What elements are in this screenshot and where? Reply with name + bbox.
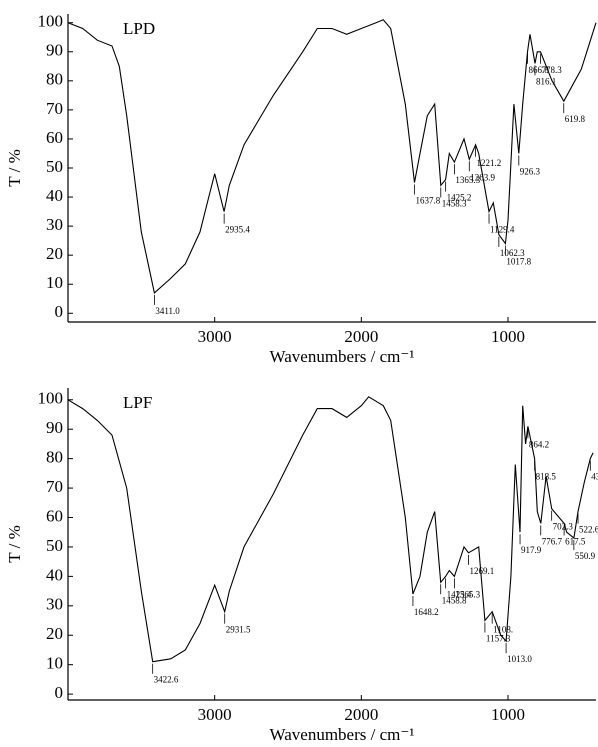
y-tick-label: 20 xyxy=(46,244,63,263)
peak-label: 866.8 xyxy=(529,65,550,75)
peak-label: 3422.6 xyxy=(154,675,179,685)
spectrum-line xyxy=(67,396,594,663)
y-tick-label: 0 xyxy=(55,302,64,321)
peak-label: 617.5 xyxy=(565,536,586,546)
peak-label: 2931.5 xyxy=(226,625,251,635)
y-axis-label: T / % xyxy=(5,149,24,186)
x-tick-label: 3000 xyxy=(198,327,232,346)
panel-title: LPD xyxy=(123,19,155,38)
peak-label: 1365.3 xyxy=(455,175,480,185)
peak-label: 1425.2 xyxy=(447,193,472,203)
peak-label: 1221.2 xyxy=(477,158,502,168)
peak-label: 1062.3 xyxy=(500,248,525,258)
peak-label: 1458.8 xyxy=(442,595,467,605)
y-tick-label: 100 xyxy=(38,12,64,31)
peak-label: 1017.8 xyxy=(506,257,531,267)
peak-label: 917.9 xyxy=(521,545,542,555)
peak-label: 702.3 xyxy=(553,522,574,532)
x-axis-label: Wavenumbers / cm⁻¹ xyxy=(270,347,415,366)
y-tick-label: 20 xyxy=(46,624,63,643)
panel-title: LPF xyxy=(123,393,152,412)
peak-label: 619.8 xyxy=(565,114,586,124)
peak-label: 1108. xyxy=(493,625,513,635)
peak-label: 550.9 xyxy=(575,551,596,561)
y-tick-label: 60 xyxy=(46,128,63,147)
peak-label: 2935.4 xyxy=(225,225,250,235)
peak-label: 1637.8 xyxy=(415,196,440,206)
x-axis-label: Wavenumbers / cm⁻¹ xyxy=(270,725,415,742)
y-tick-label: 10 xyxy=(46,273,63,292)
y-tick-label: 50 xyxy=(46,536,63,555)
y-tick-label: 60 xyxy=(46,506,63,525)
peak-label: 864.2 xyxy=(529,439,549,449)
y-tick-label: 90 xyxy=(46,41,63,60)
x-tick-label: 2000 xyxy=(344,705,378,724)
y-tick-label: 70 xyxy=(46,477,63,496)
peak-label: 522.6 xyxy=(579,525,598,535)
y-tick-label: 90 xyxy=(46,418,63,437)
peak-label: 438.8 xyxy=(591,472,598,482)
y-tick-label: 80 xyxy=(46,448,63,467)
peak-label: 1013.0 xyxy=(507,654,532,664)
x-tick-label: 3000 xyxy=(198,705,232,724)
spectrum-line xyxy=(67,19,597,294)
peak-label: 1269.1 xyxy=(470,566,495,576)
peak-label: 3411.0 xyxy=(155,306,180,316)
peak-label: 776.7 xyxy=(542,536,563,546)
y-tick-label: 70 xyxy=(46,99,63,118)
peak-label: 1425.4 xyxy=(447,589,472,599)
peak-label: 1648.2 xyxy=(414,607,439,617)
peak-label: 1458.3 xyxy=(442,198,467,208)
y-tick-label: 10 xyxy=(46,654,63,673)
peak-label: 778.3 xyxy=(542,65,563,75)
x-tick-label: 1000 xyxy=(491,705,525,724)
peak-label: 818.5 xyxy=(536,472,557,482)
y-tick-label: 30 xyxy=(46,595,63,614)
peak-label: 926.3 xyxy=(520,166,541,176)
peak-label: 1365.3 xyxy=(455,589,480,599)
y-tick-label: 50 xyxy=(46,157,63,176)
peak-label: 816.1 xyxy=(536,76,556,86)
peak-label: 1157.3 xyxy=(486,634,511,644)
y-tick-label: 0 xyxy=(55,683,64,702)
y-tick-label: 30 xyxy=(46,215,63,234)
y-axis-label: T / % xyxy=(5,525,24,562)
x-tick-label: 2000 xyxy=(344,327,378,346)
peak-label: 1263.9 xyxy=(470,172,495,182)
y-tick-label: 100 xyxy=(38,389,64,408)
peak-label: 1129.4 xyxy=(490,225,515,235)
x-tick-label: 1000 xyxy=(491,327,525,346)
y-tick-label: 80 xyxy=(46,70,63,89)
y-tick-label: 40 xyxy=(46,565,63,584)
y-tick-label: 40 xyxy=(46,186,63,205)
